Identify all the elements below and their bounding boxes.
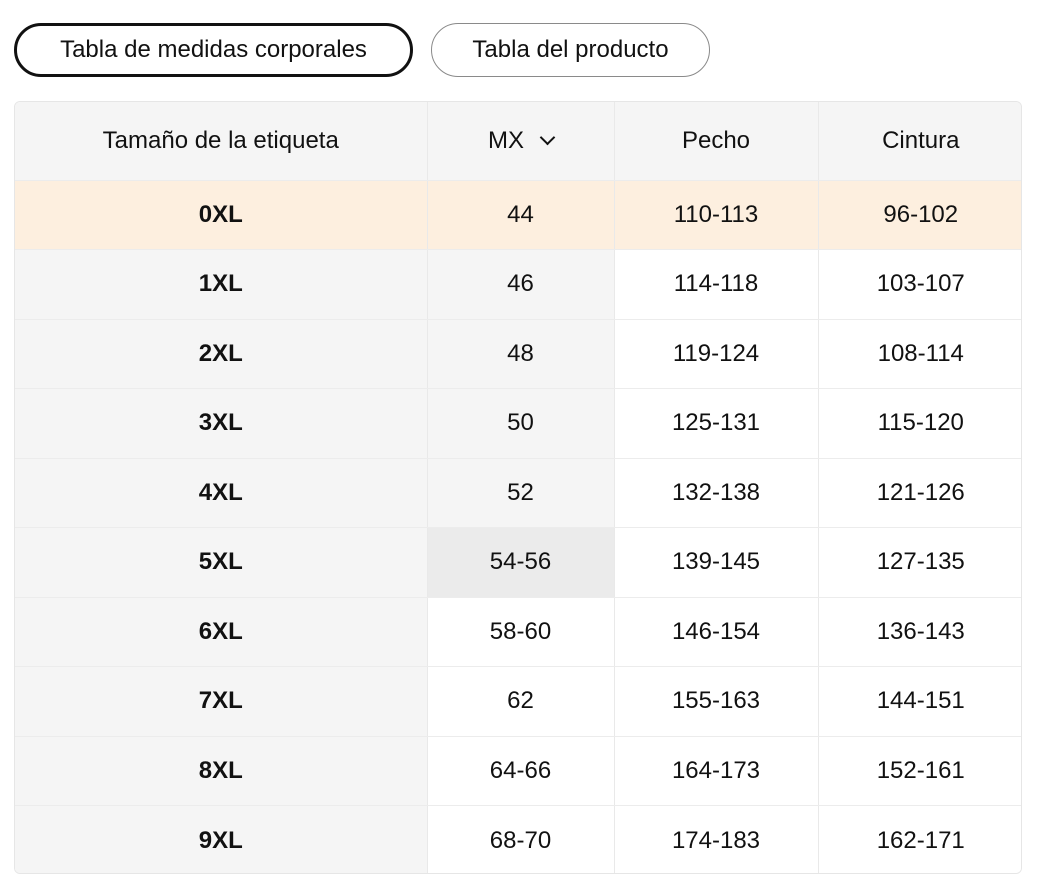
chevron-down-icon: [539, 129, 556, 146]
cell-mx-size: 44: [427, 180, 615, 250]
cell-waist: 108-114: [818, 319, 1021, 389]
tab-product-measurements[interactable]: Tabla del producto: [431, 23, 710, 77]
cell-size-label: 9XL: [15, 805, 428, 873]
table-row[interactable]: 9XL 68-70 174-183 162-171: [15, 805, 1021, 873]
cell-chest: 110-113: [614, 180, 819, 250]
table-row[interactable]: 3XL 50 125-131 115-120: [15, 388, 1021, 459]
cell-chest: 139-145: [614, 527, 819, 598]
cell-chest: 164-173: [614, 736, 819, 806]
cell-waist: 127-135: [818, 527, 1021, 598]
cell-mx-size: 46: [427, 249, 615, 320]
cell-size-label: 2XL: [15, 319, 428, 389]
cell-size-label: 1XL: [15, 249, 428, 320]
tab-body-measurements[interactable]: Tabla de medidas corporales: [14, 23, 413, 77]
table-row[interactable]: 8XL 64-66 164-173 152-161: [15, 736, 1021, 806]
cell-mx-size: 58-60: [427, 597, 615, 667]
cell-chest: 146-154: [614, 597, 819, 667]
chart-tabs: Tabla de medidas corporales Tabla del pr…: [14, 23, 710, 77]
cell-size-label: 0XL: [15, 180, 428, 250]
cell-size-label: 3XL: [15, 388, 428, 459]
cell-mx-size: 62: [427, 666, 615, 737]
header-label-size: Tamaño de la etiqueta: [15, 102, 428, 181]
cell-waist: 121-126: [818, 458, 1021, 528]
table-row[interactable]: 0XL 44 110-113 96-102: [15, 180, 1021, 250]
cell-waist: 136-143: [818, 597, 1021, 667]
cell-mx-size: 52: [427, 458, 615, 528]
table-row[interactable]: 2XL 48 119-124 108-114: [15, 319, 1021, 389]
table-row[interactable]: 5XL 54-56 139-145 127-135: [15, 527, 1021, 598]
cell-chest: 114-118: [614, 249, 819, 320]
table-row[interactable]: 4XL 52 132-138 121-126: [15, 458, 1021, 528]
cell-mx-size: 50: [427, 388, 615, 459]
header-label-mx: MX: [488, 126, 524, 154]
cell-waist: 103-107: [818, 249, 1021, 320]
cell-chest: 155-163: [614, 666, 819, 737]
header-label-waist: Cintura: [818, 102, 1021, 181]
cell-chest: 174-183: [614, 805, 819, 873]
cell-mx-size: 48: [427, 319, 615, 389]
cell-chest: 132-138: [614, 458, 819, 528]
cell-size-label: 6XL: [15, 597, 428, 667]
cell-waist: 162-171: [818, 805, 1021, 873]
mx-size-system-dropdown[interactable]: MX: [427, 102, 615, 181]
cell-size-label: 8XL: [15, 736, 428, 806]
cell-size-label: 4XL: [15, 458, 428, 528]
cell-size-label: 7XL: [15, 666, 428, 737]
cell-waist: 115-120: [818, 388, 1021, 459]
cell-mx-size: 68-70: [427, 805, 615, 873]
size-chart-table: Tamaño de la etiqueta MX Pecho Cintura 0…: [14, 101, 1022, 874]
table-header-row: Tamaño de la etiqueta MX Pecho Cintura: [15, 102, 1021, 181]
header-label-chest: Pecho: [614, 102, 819, 181]
cell-waist: 96-102: [818, 180, 1021, 250]
cell-size-label: 5XL: [15, 527, 428, 598]
table-row[interactable]: 1XL 46 114-118 103-107: [15, 249, 1021, 320]
table-row[interactable]: 6XL 58-60 146-154 136-143: [15, 597, 1021, 667]
table-row[interactable]: 7XL 62 155-163 144-151: [15, 666, 1021, 737]
cell-waist: 144-151: [818, 666, 1021, 737]
cell-mx-size: 54-56: [427, 527, 615, 598]
cell-chest: 119-124: [614, 319, 819, 389]
cell-waist: 152-161: [818, 736, 1021, 806]
cell-chest: 125-131: [614, 388, 819, 459]
cell-mx-size: 64-66: [427, 736, 615, 806]
